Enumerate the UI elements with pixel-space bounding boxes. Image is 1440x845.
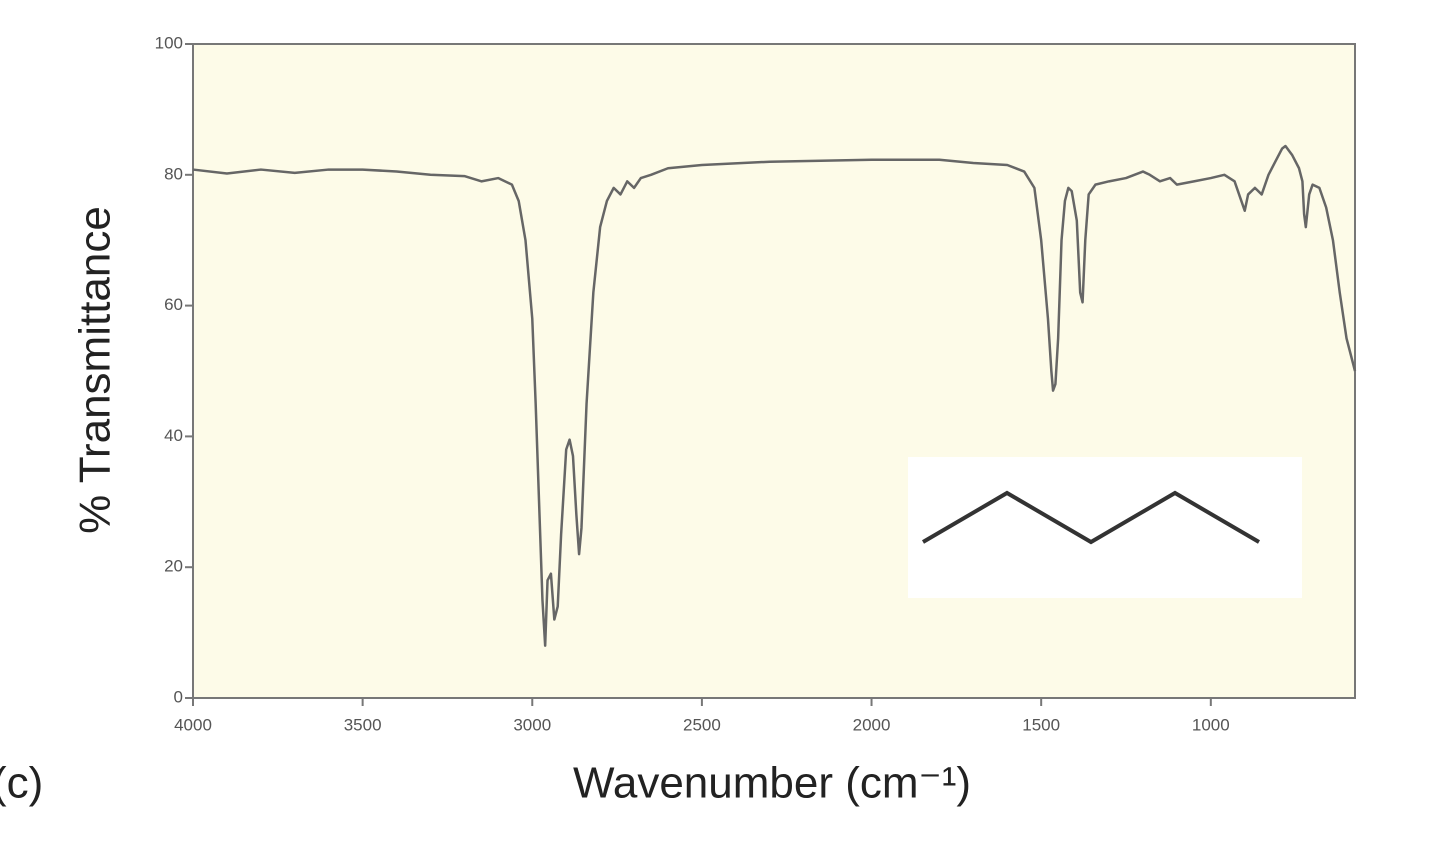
y-tick-label: 20 [164,557,183,576]
x-axis-label: Wavenumber (cm⁻¹) [573,759,971,808]
molecule-inset [908,457,1302,598]
chart-layer: 0 20 40 60 80 100 4000 3500 3000 2500 2000 1500 1000 [155,33,1357,734]
y-tick-label: 80 [164,164,183,183]
x-tick-label: 3500 [344,715,382,734]
panel-label: (c) [0,759,43,808]
molecule-structure [921,490,1261,545]
y-tick-label: 100 [155,33,183,52]
y-tick-label: 0 [174,687,183,706]
x-tick-label: 4000 [174,715,212,734]
y-axis-label: % Transmittance [71,206,120,534]
x-tick-label: 1000 [1192,715,1230,734]
x-tick-label: 2000 [853,715,891,734]
spectrum-line [192,144,1357,647]
x-tick-label: 1500 [1022,715,1060,734]
plot-area [192,43,1356,699]
x-tick-label: 2500 [683,715,721,734]
y-tick-label: 40 [164,426,183,445]
y-tick-label: 60 [164,295,183,314]
x-tick-label: 3000 [513,715,551,734]
